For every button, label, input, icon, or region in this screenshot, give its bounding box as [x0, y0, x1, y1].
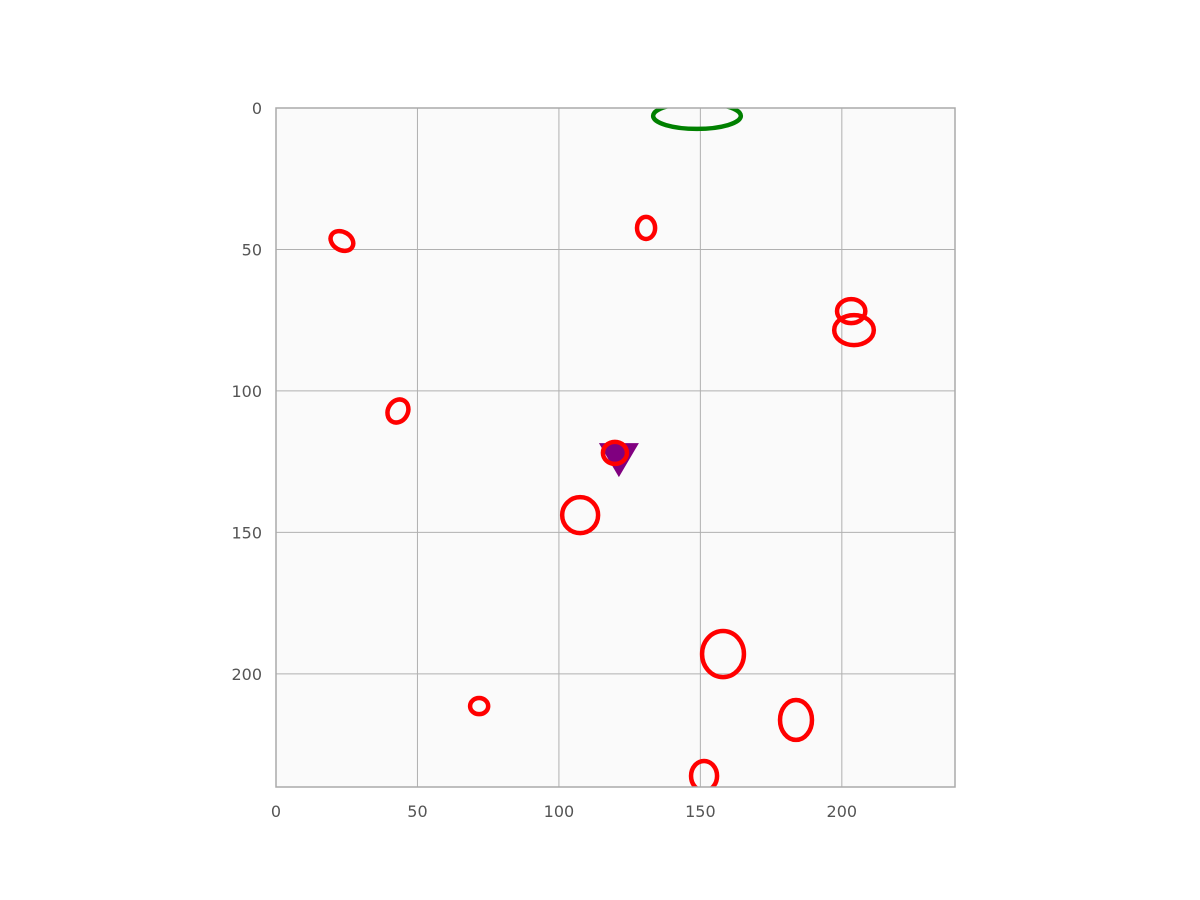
ellipse [688, 758, 720, 787]
ellipse [634, 214, 658, 242]
x-tick-label: 200 [827, 802, 858, 821]
ellipse [777, 697, 815, 743]
y-tick-label: 200 [231, 665, 262, 684]
x-tick-label: 0 [271, 802, 281, 821]
y-tick-label: 50 [242, 240, 262, 259]
ellipse [650, 108, 744, 132]
plot-area [328, 108, 877, 787]
y-tick-label: 100 [231, 382, 262, 401]
ellipse [559, 494, 601, 536]
ellipse [831, 312, 877, 348]
ellipse [699, 628, 747, 680]
x-tick-label: 50 [407, 802, 427, 821]
ellipse [600, 439, 630, 467]
x-tick-label: 100 [544, 802, 575, 821]
y-tick-label: 0 [252, 99, 262, 118]
ellipse [385, 397, 411, 425]
ellipse [467, 695, 491, 717]
y-tick-label: 150 [231, 523, 262, 542]
axes-frame [275, 107, 956, 788]
ellipse [328, 228, 356, 254]
ellipse [834, 296, 868, 326]
x-tick-label: 150 [685, 802, 716, 821]
tick-labels: 0 50 100 150 200 0 50 100 150 200 [231, 99, 857, 821]
